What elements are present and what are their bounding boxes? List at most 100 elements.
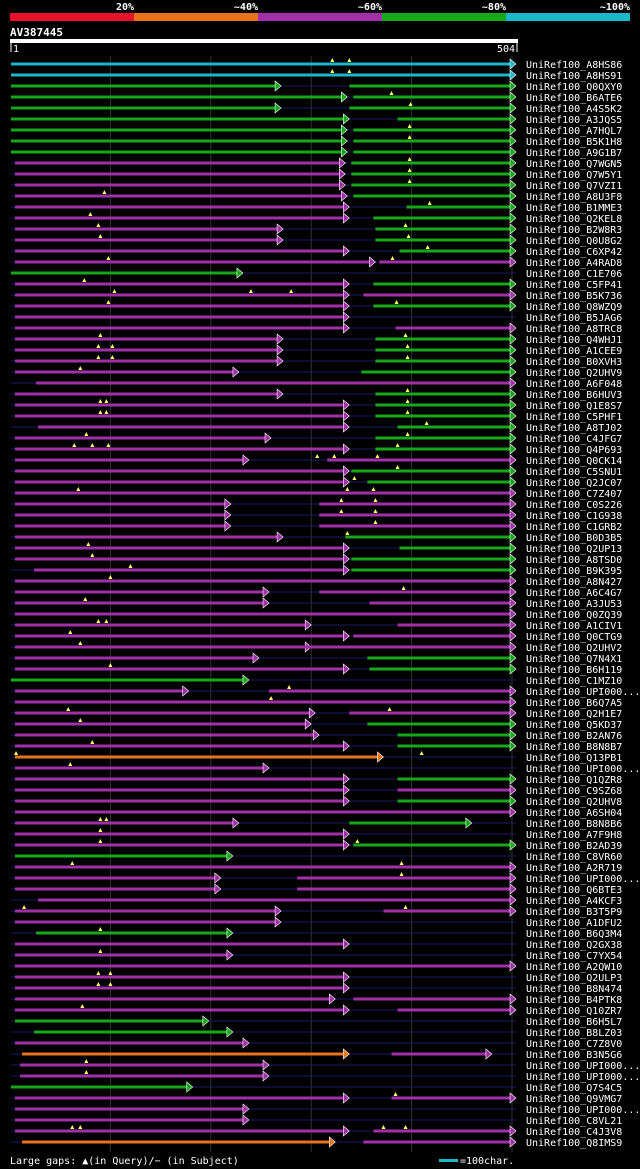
gap-marker <box>72 443 77 447</box>
hit-segment <box>15 744 345 748</box>
hit-segment <box>11 106 277 110</box>
hit-segment <box>397 788 511 792</box>
gap-marker <box>407 179 412 183</box>
gap-marker <box>96 982 101 986</box>
query-track: AV387445 1 504 <box>10 26 518 55</box>
hit-segment-arrow <box>509 740 517 752</box>
gap-marker <box>407 168 412 172</box>
hit-label: UniRef100_Q9VMG7 <box>526 1094 622 1105</box>
hit-segment <box>15 876 216 880</box>
gap-marker <box>330 58 335 62</box>
hit-label: UniRef100_A7F9H8 <box>526 830 622 841</box>
hit-segment <box>397 744 511 748</box>
hit-segment <box>36 931 228 935</box>
legend-label-100: ~100% <box>600 2 630 13</box>
hit-segment <box>353 95 511 99</box>
hit-segment-arrow <box>509 608 517 620</box>
hit-row: UniRef100_C1G938 <box>11 509 622 522</box>
hit-segment <box>11 62 511 66</box>
hit-label: UniRef100_A2R719 <box>526 863 622 874</box>
hit-label: UniRef100_A6C4G7 <box>526 588 622 599</box>
hit-row: UniRef100_Q0QXY0 <box>11 80 622 93</box>
hit-segment <box>367 722 511 726</box>
hit-label: UniRef100_Q4WHJ1 <box>526 335 622 346</box>
hit-row: UniRef100_Q0U8G2 <box>11 234 622 247</box>
hit-row: UniRef100_C4J3V8 <box>11 1125 622 1138</box>
hit-row: UniRef100_C7YX54 <box>11 949 622 962</box>
hit-segment <box>15 854 228 858</box>
hit-segment-arrow <box>343 212 350 224</box>
hit-segment-arrow <box>509 905 517 917</box>
hit-segment <box>319 502 511 506</box>
hit-label: UniRef100_C7Z407 <box>526 489 622 500</box>
hit-segment <box>15 601 265 605</box>
hit-label: UniRef100_A8TJ02 <box>526 423 622 434</box>
hit-segment-arrow <box>509 58 517 70</box>
hit-segment-arrow <box>509 630 517 642</box>
hit-label: UniRef100_A2QW10 <box>526 962 622 973</box>
gap-marker <box>424 421 429 425</box>
hit-segment-arrow <box>226 1026 234 1038</box>
hit-segment-arrow <box>509 465 517 477</box>
gap-marker <box>96 971 101 975</box>
hit-segment-arrow <box>509 300 517 312</box>
hit-segment-arrow <box>509 245 517 257</box>
hit-label: UniRef100_B8LZ03 <box>526 1028 622 1039</box>
hit-segment-arrow <box>276 355 284 367</box>
hit-segment-arrow <box>509 1136 517 1148</box>
hit-segment-arrow <box>509 113 517 125</box>
hit-row: UniRef100_A1CEE9 <box>11 344 622 357</box>
hit-row: UniRef100_B3N5G6 <box>11 1048 622 1061</box>
hit-segment <box>15 282 345 286</box>
hit-row: UniRef100_UPI000... <box>11 1070 640 1083</box>
hit-segment <box>15 370 234 374</box>
gap-marker <box>395 443 400 447</box>
gap-marker <box>387 707 392 711</box>
hit-segment <box>15 755 379 759</box>
hit-row: UniRef100_UPI000... <box>11 1059 640 1072</box>
gap-marker <box>407 124 412 128</box>
hit-segment <box>375 337 511 341</box>
hit-segment-arrow <box>509 410 517 422</box>
hit-label: UniRef100_Q0ZQ39 <box>526 610 622 621</box>
hit-segment <box>15 546 345 550</box>
hit-label: UniRef100_Q2GX38 <box>526 940 622 951</box>
hit-row: UniRef100_C1GRB2 <box>11 520 622 533</box>
hit-row: UniRef100_A8N427 <box>11 575 622 588</box>
footer: Large gaps: ▲(in Query)/− (in Subject) =… <box>10 1156 514 1167</box>
hit-segment <box>15 359 279 363</box>
hit-segment <box>399 249 511 253</box>
hit-segment <box>15 161 341 165</box>
hit-label: UniRef100_UPI000... <box>526 764 640 775</box>
gap-marker <box>355 839 360 843</box>
hit-segment <box>11 73 511 77</box>
gap-marker <box>86 542 91 546</box>
hit-segment-arrow <box>343 201 350 213</box>
hit-segment-arrow <box>509 487 517 499</box>
gap-marker <box>406 234 411 238</box>
hit-segment-arrow <box>276 234 284 246</box>
hit-label: UniRef100_C4JFG7 <box>526 434 622 445</box>
hit-label: UniRef100_B6HUV3 <box>526 390 622 401</box>
hit-segment-arrow <box>509 322 517 334</box>
hit-segment <box>391 1052 487 1056</box>
hit-segment-arrow <box>274 102 282 114</box>
hit-segment <box>375 392 511 396</box>
hit-row: UniRef100_A1CIV1 <box>11 619 622 632</box>
gap-marker <box>403 905 408 909</box>
hit-segment <box>349 106 511 110</box>
hit-segment-arrow <box>341 146 348 158</box>
hit-row: UniRef100_B1MME3 <box>11 201 622 214</box>
hit-segment <box>327 458 511 462</box>
hit-segment <box>15 733 315 737</box>
query-end-label: 504 <box>497 44 515 55</box>
hit-segment <box>11 150 343 154</box>
hit-segment-arrow <box>509 377 517 389</box>
hit-segment <box>15 293 345 297</box>
hit-label: UniRef100_Q0QXY0 <box>526 82 622 93</box>
hit-label: UniRef100_C0S226 <box>526 500 622 511</box>
hit-segment <box>11 128 343 132</box>
hit-segment <box>15 722 307 726</box>
gap-marker <box>98 839 103 843</box>
hit-segment <box>375 238 511 242</box>
